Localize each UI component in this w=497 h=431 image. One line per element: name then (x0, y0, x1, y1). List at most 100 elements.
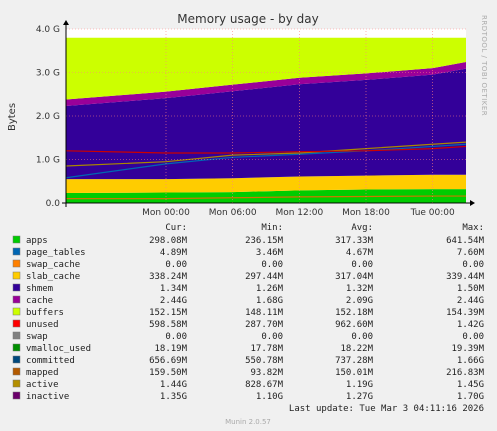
legend-swatch (12, 367, 21, 376)
legend-value: 1.45G (457, 380, 484, 390)
legend-header: Cur: (165, 223, 187, 233)
legend-value: 0.00 (261, 332, 283, 342)
legend-value: 1.10G (256, 392, 283, 402)
legend-row: swap_cache 0.00 0.00 0.00 0.00 (12, 259, 484, 270)
y-tick-label: 1.0 G (36, 156, 60, 166)
legend-row: active 1.44G 828.67M 1.19G 1.45G (12, 379, 484, 390)
legend-value: 550.78M (245, 356, 284, 366)
legend-value: 1.42G (457, 320, 484, 330)
legend-row: apps 298.08M 236.15M 317.33M 641.54M (12, 235, 485, 246)
legend-row: mapped 159.50M 93.82M 150.01M 216.83M (12, 367, 485, 378)
legend-value: 0.00 (462, 332, 484, 342)
legend-value: 297.44M (245, 272, 284, 282)
legend-series-name: vmalloc_used (26, 344, 91, 354)
area-slab_cache (66, 174, 466, 193)
legend-value: 1.68G (256, 296, 283, 306)
legend-value: 656.69M (149, 356, 188, 366)
chart-title: Memory usage - by day (177, 12, 318, 26)
legend-value: 7.60M (457, 248, 485, 258)
legend-row: buffers 152.15M 148.11M 152.18M 154.39M (12, 307, 485, 318)
legend-swatch (12, 319, 21, 328)
legend-value: 1.66G (457, 356, 484, 366)
legend-value: 216.83M (446, 368, 485, 378)
y-axis-label: Bytes (7, 103, 18, 131)
x-tick-label: Mon 00:00 (142, 208, 190, 218)
legend-value: 317.04M (335, 272, 374, 282)
legend-swatch (12, 247, 21, 256)
legend-series-name: apps (26, 236, 48, 246)
legend-value: 641.54M (446, 236, 485, 246)
legend-value: 737.28M (335, 356, 374, 366)
legend-series-name: slab_cache (26, 272, 80, 282)
legend-row: page_tables 4.89M 3.46M 4.67M 7.60M (12, 247, 485, 258)
legend-value: 4.67M (346, 248, 374, 258)
legend-value: 2.44G (160, 296, 187, 306)
legend-value: 1.26M (256, 284, 284, 294)
legend-swatch (12, 259, 21, 268)
legend-value: 2.44G (457, 296, 484, 306)
munin-version: Munin 2.0.57 (225, 418, 271, 426)
legend-value: 1.34M (160, 284, 188, 294)
legend-row: vmalloc_used 18.19M 17.78M 18.22M 19.39M (12, 343, 485, 354)
area-buffers (66, 62, 466, 106)
legend-value: 148.11M (245, 308, 284, 318)
stacked-areas (66, 37, 466, 203)
legend-value: 287.70M (245, 320, 284, 330)
y-axis-arrow-icon (63, 20, 69, 25)
legend-row: unused 598.58M 287.70M 962.60M 1.42G (12, 319, 484, 330)
legend-row: inactive 1.35G 1.10G 1.27G 1.70G (12, 391, 484, 402)
legend-value: 93.82M (250, 368, 283, 378)
legend-value: 339.44M (446, 272, 485, 282)
legend-value: 17.78M (250, 344, 283, 354)
legend-row: cache 2.44G 1.68G 2.09G 2.44G (12, 295, 484, 306)
legend-series-name: committed (26, 356, 75, 366)
legend-value: 152.15M (149, 308, 188, 318)
legend-table: Cur: Min: Avg: Max: apps 298.08M 236.15M 317.33… (12, 223, 485, 402)
legend-value: 1.44G (160, 380, 187, 390)
y-axis-ticks: 0.0 1.0 G 2.0 G 3.0 G 4.0 G (36, 25, 60, 209)
legend-series-name: inactive (26, 392, 69, 402)
legend-swatch (12, 355, 21, 364)
legend-value: 152.18M (335, 308, 374, 318)
legend-value: 0.00 (261, 260, 283, 270)
legend-swatch (12, 295, 21, 304)
legend-value: 0.00 (165, 260, 187, 270)
legend-swatch (12, 271, 21, 280)
legend-value: 598.58M (149, 320, 188, 330)
legend-value: 2.09G (346, 296, 373, 306)
legend-value: 18.19M (154, 344, 187, 354)
legend-value: 298.08M (149, 236, 188, 246)
grid-lines (66, 28, 466, 203)
legend-row: slab_cache 338.24M 297.44M 317.04M 339.44M (12, 271, 485, 282)
legend-value: 0.00 (165, 332, 187, 342)
legend-value: 1.70G (457, 392, 484, 402)
legend-value: 317.33M (335, 236, 374, 246)
legend-series-name: unused (26, 320, 59, 330)
legend-value: 1.50M (457, 284, 485, 294)
y-tick-label: 0.0 (46, 199, 61, 209)
y-tick-label: 2.0 G (36, 112, 60, 122)
legend-value: 159.50M (149, 368, 188, 378)
legend-value: 236.15M (245, 236, 284, 246)
legend-value: 338.24M (149, 272, 188, 282)
x-tick-label: Mon 18:00 (342, 208, 390, 218)
x-tick-label: Mon 06:00 (209, 208, 257, 218)
y-tick-label: 4.0 G (36, 25, 60, 35)
legend-series-name: swap_cache (26, 260, 80, 270)
legend-series-name: page_tables (26, 248, 86, 258)
legend-value: 154.39M (446, 308, 485, 318)
x-axis-ticks: Mon 00:00 Mon 06:00 Mon 12:00 Mon 18:00 Tue … (142, 208, 455, 218)
legend-value: 0.00 (462, 260, 484, 270)
legend-swatch (12, 235, 21, 244)
legend-series-name: mapped (26, 368, 59, 378)
legend-swatch (12, 391, 21, 400)
last-update-text: Last update: Tue Mar 3 04:11:16 2026 (289, 404, 484, 414)
legend-value: 828.67M (245, 380, 284, 390)
legend-series-name: active (26, 380, 59, 390)
line-active (65, 141, 467, 167)
x-tick-label: Mon 12:00 (275, 208, 323, 218)
legend-header: Avg: (351, 223, 373, 233)
y-tick-label: 3.0 G (36, 69, 60, 79)
legend-value: 1.32M (346, 284, 374, 294)
